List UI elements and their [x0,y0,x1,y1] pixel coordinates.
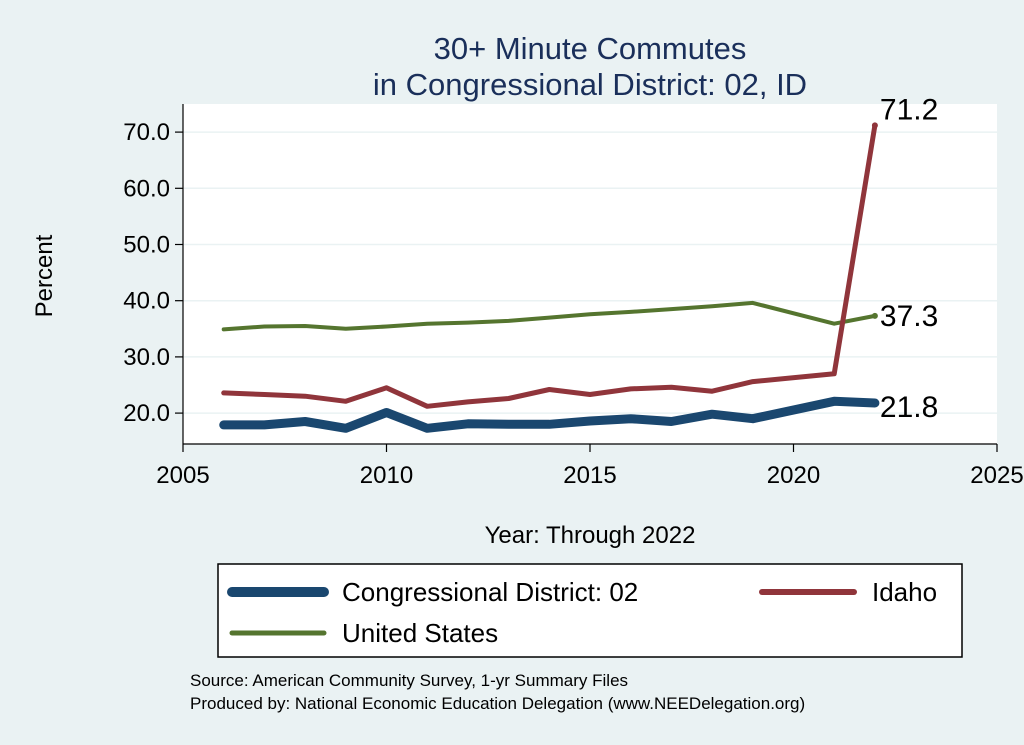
y-tick-label: 20.0 [123,400,170,427]
legend: Congressional District: 02 Idaho United St… [217,563,963,658]
y-tick-label: 60.0 [123,175,170,202]
source-note: Source: American Community Survey, 1-yr … [190,671,628,690]
plot-area [183,104,997,444]
x-tick-label: 2020 [767,462,820,489]
legend-label: United States [342,618,498,648]
y-tick-label: 70.0 [123,119,170,146]
series-end-label: 71.2 [880,93,938,126]
grid [183,131,997,414]
y-tick-label: 30.0 [123,344,170,371]
legend-box [217,563,963,658]
x-tick-label: 2005 [156,462,209,489]
series-layer [219,122,880,433]
legend-label: Congressional District: 02 [342,577,638,607]
chart-title: 30+ Minute Commutes [434,31,747,66]
produced-note: Produced by: National Economic Education… [190,694,805,713]
series-end-marker [871,312,878,319]
end-labels: 21.8 71.2 37.3 [880,93,938,424]
series-line [221,300,877,332]
y-axis-title: Percent [31,234,58,317]
x-tick-label: 2010 [360,462,413,489]
legend-label: Idaho [872,577,937,607]
x-tick-label: 2025 [970,462,1023,489]
series-line [219,396,880,433]
y-tick-label: 50.0 [123,231,170,258]
series-line [221,122,878,409]
series-end-label: 37.3 [880,300,938,333]
x-axis-title: Year: Through 2022 [485,522,696,549]
chart-subtitle: in Congressional District: 02, ID [373,67,807,102]
axes: 20.0 30.0 40.0 50.0 60.0 70.0 2005 2010 2015 2020… [123,104,1024,489]
series-end-marker [871,122,878,129]
x-tick-label: 2015 [563,462,616,489]
series-end-marker [871,399,878,406]
series-end-label: 21.8 [880,391,938,424]
y-tick-label: 40.0 [123,288,170,315]
legend-items: Congressional District: 02 Idaho United St… [227,577,937,648]
